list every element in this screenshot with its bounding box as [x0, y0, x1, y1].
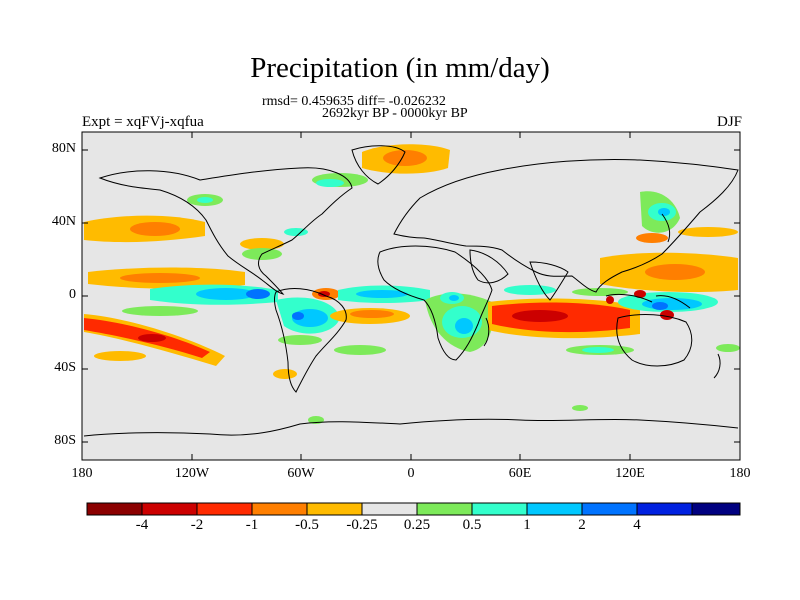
season-label: DJF: [716, 114, 742, 130]
coastline-japan: [661, 213, 671, 243]
x-tick-label: 60W: [287, 466, 315, 481]
colorbar-label: -0.25: [346, 517, 378, 533]
x-tick-label: 120W: [174, 466, 210, 481]
colorbar-box-11: [636, 502, 693, 516]
anomaly-warm-pool-blue: [642, 298, 702, 310]
experiment-label: Expt = xqFVj-xqfua: [82, 114, 204, 130]
y-tick-label: 0: [69, 287, 76, 302]
colorbar-box-1: [86, 502, 143, 516]
anomaly-indian-ocean-green: [572, 288, 628, 296]
colorbar-box-6: [361, 502, 418, 516]
colorbar-box-10: [581, 502, 638, 516]
anomaly-atlantic-midlat-orange: [240, 238, 284, 250]
axis-ticks: [81, 132, 741, 460]
anomaly-south-america-green: [278, 335, 322, 345]
x-tick-label: 180: [71, 466, 93, 481]
y-tick-label: 40N: [51, 214, 76, 229]
coastline-antarctica: [83, 418, 739, 437]
coastline-indonesia: [605, 293, 691, 309]
colorbar-box-7: [416, 502, 473, 516]
x-tick-label: 60E: [508, 466, 532, 481]
anomaly-south-pacific-core: [138, 334, 166, 342]
colorbar-box-12: [691, 502, 741, 516]
anomaly-west-pacific-red: [645, 264, 705, 280]
colorbar-box-8: [471, 502, 528, 516]
x-tick-label: 0: [407, 466, 415, 481]
coastline-africa: [377, 245, 493, 361]
coastline-australia: [616, 314, 693, 367]
anomaly-maritime-red-2: [660, 310, 674, 320]
anomaly-north-pacific-east-orange: [678, 227, 738, 237]
coastlines: [83, 145, 739, 437]
colorbar-label: -2: [190, 517, 204, 533]
anomaly-east-pacific-blue: [196, 288, 256, 300]
x-tick-label: 120E: [615, 466, 645, 481]
colorbar-box-3: [196, 502, 253, 516]
anomaly-warm-pool-darkblue: [652, 302, 668, 310]
anomaly-south-pacific-east-orange: [94, 351, 146, 361]
anomaly-southern-ocean-green: [572, 405, 588, 411]
anomaly-south-atlantic-red: [350, 310, 394, 318]
precipitation-anomaly-fields: [84, 144, 740, 424]
colorbar-box-9: [526, 502, 583, 516]
colorbar-label: -1: [245, 517, 259, 533]
coastline-greenland: [351, 145, 406, 185]
anomaly-tasman-green: [716, 344, 740, 352]
anomaly-north-brazil-red: [318, 291, 330, 297]
coastline-north-america: [98, 167, 353, 295]
colorbar-label: 0.25: [403, 517, 431, 533]
anomaly-southern-ocean-orange: [273, 369, 297, 379]
anomaly-maritime-red-1: [634, 290, 646, 298]
colorbar-box-2: [141, 502, 198, 516]
anomaly-tropical-atlantic-blue: [356, 290, 408, 298]
colorbar: [86, 502, 741, 516]
coastline-madagascar: [483, 317, 490, 347]
colorbar-label: -0.5: [295, 517, 319, 533]
coastline-arabia: [469, 249, 509, 284]
anomaly-south-atlantic-green: [334, 345, 386, 355]
colorbar-label: 0.5: [462, 517, 482, 533]
anomaly-canada-cyan: [197, 197, 213, 203]
anomaly-africa-blue: [455, 318, 473, 334]
anomaly-east-africa-blue: [449, 295, 459, 301]
map-title: Precipitation (in mm/day): [250, 52, 550, 84]
coastline-eurasia: [393, 158, 739, 293]
anomaly-amazon-darkblue: [292, 312, 304, 320]
anomaly-east-asia-red: [636, 233, 668, 243]
anomaly-greenland-red: [383, 150, 427, 166]
colorbar-label: -4: [135, 517, 149, 533]
anomaly-indian-ocean-core: [512, 310, 568, 322]
colorbar-box-4: [251, 502, 308, 516]
anomaly-north-atlantic-cyan: [316, 179, 344, 187]
x-tick-label: 180: [729, 466, 751, 481]
anomaly-south-indian-cyan: [582, 347, 614, 353]
colorbar-label: 1: [523, 517, 531, 533]
colorbar-label: 2: [578, 517, 586, 533]
anomaly-maritime-red-3: [606, 296, 614, 304]
anomaly-east-pacific-darkblue: [246, 289, 270, 299]
anomaly-caribbean-cyan: [284, 228, 308, 236]
anomaly-south-pacific-green: [122, 306, 198, 316]
anomaly-kuroshio-blue: [658, 208, 670, 216]
anomaly-central-pacific-red: [120, 273, 200, 283]
colorbar-box-5: [306, 502, 363, 516]
y-tick-label: 80N: [51, 141, 76, 156]
coastline-new-zealand: [713, 353, 721, 379]
colorbar-label: 4: [633, 517, 641, 533]
anomaly-north-pacific-red: [130, 222, 180, 236]
period-label: 2692kyr BP - 0000kyr BP: [322, 106, 468, 121]
anomaly-arabian-sea-cyan: [504, 285, 556, 295]
coastline-south-america: [274, 288, 347, 393]
y-tick-label: 80S: [54, 433, 76, 448]
y-tick-label: 40S: [54, 360, 76, 375]
coastline-india: [529, 261, 569, 301]
stats-line: rmsd= 0.459635 diff= -0.026232: [262, 94, 446, 109]
